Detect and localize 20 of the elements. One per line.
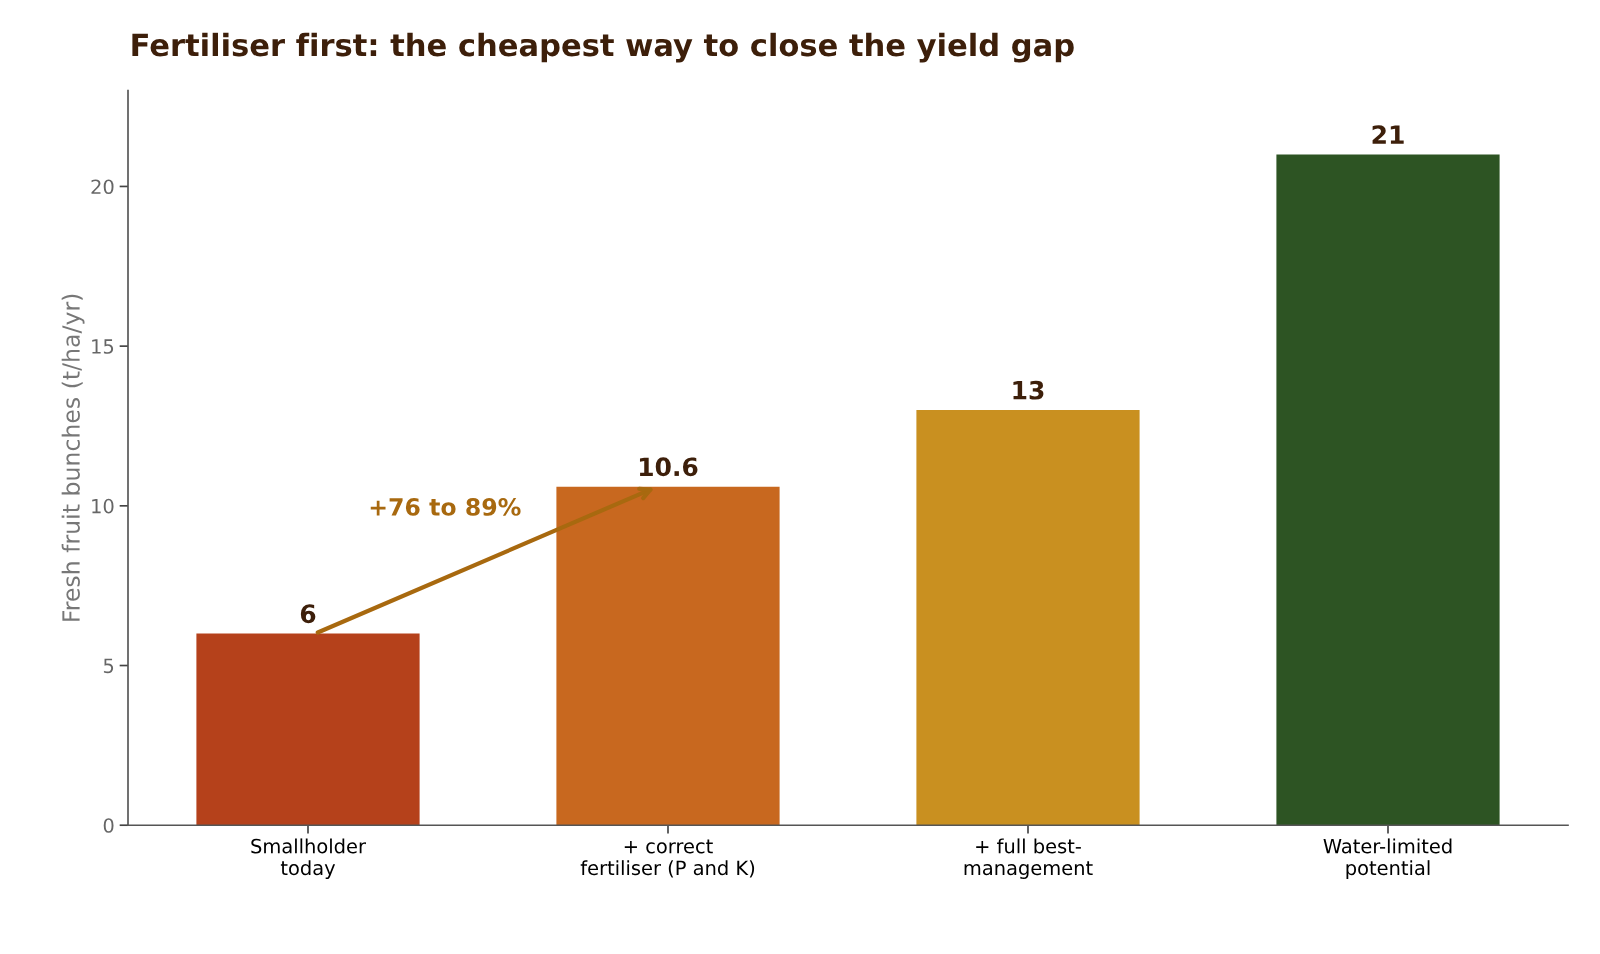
- y-tick-label: 10: [92, 498, 114, 514]
- data-label: 6: [300, 604, 316, 624]
- annotation: +76 to 89%: [370, 498, 521, 516]
- chart-title: Fertiliser first: the cheapest way to close the yield gap: [132, 32, 1074, 63]
- y-tick-label: 0: [103, 818, 114, 833]
- bar: [196, 633, 420, 826]
- data-label: 21: [1372, 125, 1404, 144]
- y-tick-label: 5: [103, 658, 114, 674]
- bar: [1276, 154, 1500, 826]
- data-label: 10.6: [639, 457, 698, 477]
- y-axis-title: Fresh fruit bunches (t/ha/yr): [61, 294, 85, 621]
- x-tick-label: + correct fertiliser (P and K): [580, 839, 755, 878]
- y-tick-label: 15: [92, 339, 114, 354]
- x-tick-label: Smallholder today: [251, 838, 366, 879]
- x-tick-label: + full best- management: [964, 838, 1093, 879]
- x-tick-label: Water-limited potential: [1323, 838, 1452, 879]
- bar: [556, 486, 780, 826]
- y-tick-label: 20: [91, 179, 114, 195]
- data-label: 13: [1013, 380, 1044, 400]
- bar: [916, 410, 1140, 826]
